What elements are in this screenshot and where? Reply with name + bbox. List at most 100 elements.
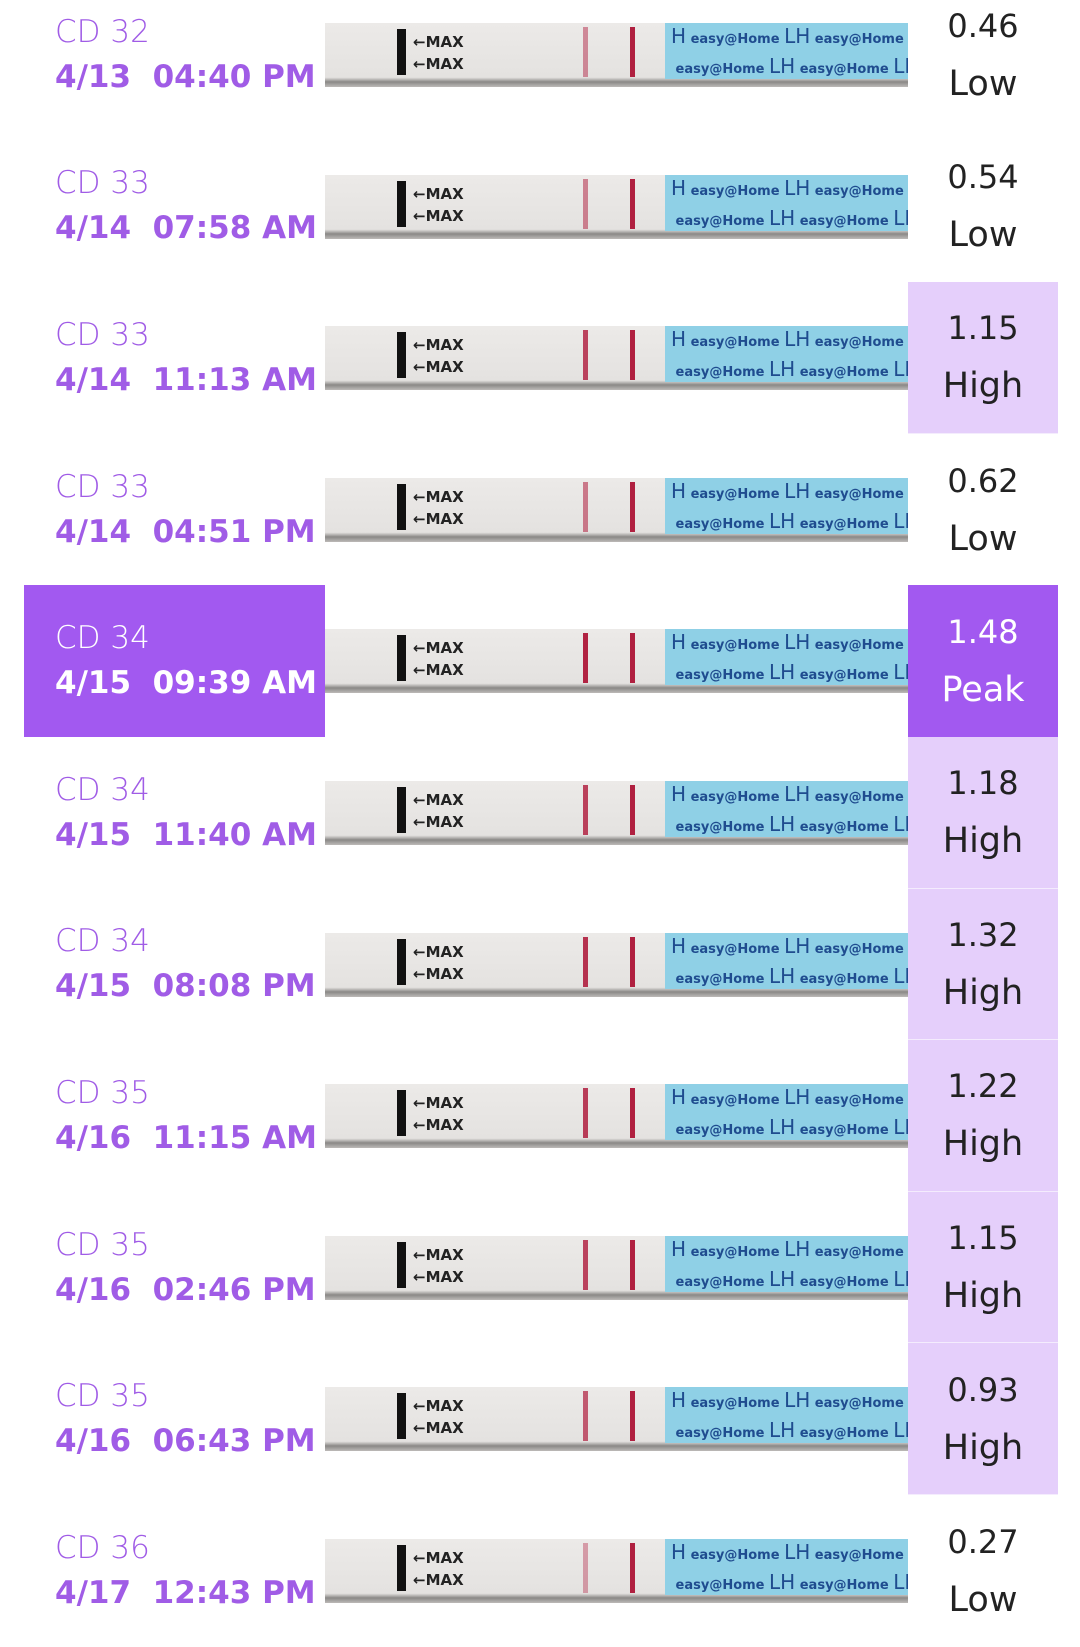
test-line [583,27,588,77]
test-strip-photo[interactable]: ←MAX ←MAX H easy@Home LH easy@Home L eas… [325,932,908,997]
cycle-day: CD 35 [55,1226,150,1263]
max-label: ←MAX [413,55,464,73]
lh-ratio-value: 0.27 [947,1522,1019,1561]
test-strip-photo[interactable]: ←MAX ←MAX H easy@Home LH easy@Home L eas… [325,1538,908,1603]
strip-brand-label: H easy@Home LH easy@Home L easy@Home LH … [665,1387,908,1444]
lh-level: Low [948,518,1018,559]
max-label: ←MAX [413,1116,464,1135]
test-strip-photo[interactable]: ←MAX ←MAX H easy@Home LH easy@Home L eas… [325,780,908,845]
lh-result: 0.62 Low [908,434,1058,586]
max-label: ←MAX [413,1570,464,1589]
entry-info: CD 33 4/14 04:51 PM [24,434,325,586]
cycle-day: CD 32 [55,13,150,50]
lh-ratio-value: 0.46 [947,6,1019,45]
test-entry-row[interactable]: CD 33 4/14 07:58 AM ←MAX ←MAX H easy@Hom… [0,131,1080,283]
lh-ratio-value: 1.15 [947,309,1019,348]
test-entry-row[interactable]: CD 34 4/15 08:08 PM ←MAX ←MAX H easy@Hom… [0,888,1080,1041]
lh-result: 1.22 High [908,1040,1058,1192]
strip-brand-label: H easy@Home LH easy@Home L easy@Home LH … [665,1084,908,1141]
test-strip-photo[interactable]: ←MAX ←MAX H easy@Home LH easy@Home L eas… [325,326,908,391]
max-label: ←MAX [413,1419,464,1438]
strip-brand-label: H easy@Home LH easy@Home L easy@Home LH … [665,932,908,989]
test-datetime: 4/14 11:13 AM [55,361,317,398]
test-entry-row[interactable]: CD 35 4/16 11:15 AM ←MAX ←MAX H easy@Hom… [0,1040,1080,1192]
test-entry-row[interactable]: CD 35 4/16 06:43 PM ←MAX ←MAX H easy@Hom… [0,1343,1080,1495]
test-entry-row[interactable]: CD 33 4/14 11:13 AM ←MAX ←MAX H easy@Hom… [0,282,1080,434]
entry-info: CD 32 4/13 04:40 PM [24,0,325,131]
strip-max-bar [397,635,406,682]
cycle-day: CD 34 [55,620,150,657]
strip-max-bar [397,1241,406,1288]
control-line [630,1542,635,1593]
test-entry-row[interactable]: CD 36 4/17 12:43 PM ←MAX ←MAX H easy@Hom… [0,1495,1080,1647]
control-line [630,1239,635,1290]
entry-info: CD 35 4/16 02:46 PM [24,1192,325,1344]
test-strip-photo[interactable]: ←MAX ←MAX H easy@Home LH easy@Home L eas… [325,174,908,239]
lh-ratio-value: 1.48 [947,613,1019,652]
strip-max-bar [397,1090,406,1137]
lh-ratio-value: 0.54 [947,158,1019,197]
max-label: ←MAX [413,942,464,961]
max-label: ←MAX [413,33,464,51]
max-label: ←MAX [413,661,464,680]
test-strip-photo[interactable]: ←MAX ←MAX H easy@Home LH easy@Home L eas… [325,1387,908,1452]
control-line [630,784,635,835]
entry-info: CD 35 4/16 11:15 AM [24,1040,325,1192]
max-label: ←MAX [413,206,464,225]
test-line [583,330,588,381]
lh-level: High [942,972,1024,1013]
test-strip-photo[interactable]: ←MAX ←MAX H easy@Home LH easy@Home L eas… [325,477,908,542]
strip-max-bar [397,332,406,379]
lh-result: 0.93 High [908,1343,1058,1495]
lh-result: 1.48 Peak [908,585,1058,737]
strip-brand-label: H easy@Home LH easy@Home L easy@Home LH … [665,629,908,686]
strip-brand-label: H easy@Home LH easy@Home L easy@Home LH … [665,174,908,231]
entry-info: CD 33 4/14 07:58 AM [24,131,325,283]
strip-brand-label: H easy@Home LH easy@Home L easy@Home LH … [665,477,908,534]
lh-level: High [942,1124,1024,1165]
cycle-day: CD 36 [55,1529,150,1566]
test-line [583,784,588,835]
test-strip-photo[interactable]: ←MAX ←MAX H easy@Home LH easy@Home L eas… [325,1084,908,1149]
test-line [583,633,588,684]
test-line [583,1542,588,1593]
test-line [583,481,588,532]
test-datetime: 4/14 04:51 PM [55,513,316,550]
lh-result: 0.46 Low [908,0,1058,131]
max-label: ←MAX [413,790,464,809]
lh-ratio-value: 1.18 [947,764,1019,803]
test-entry-row[interactable]: CD 33 4/14 04:51 PM ←MAX ←MAX H easy@Hom… [0,434,1080,586]
entry-info: CD 34 4/15 09:39 AM [24,585,325,737]
test-entry-row[interactable]: CD 35 4/16 02:46 PM ←MAX ←MAX H easy@Hom… [0,1191,1080,1344]
test-strip-photo[interactable]: ←MAX ←MAX H easy@Home LH easy@Home L eas… [325,23,908,87]
test-datetime: 4/14 07:58 AM [55,210,317,247]
test-datetime: 4/15 08:08 PM [55,968,316,1005]
cycle-day: CD 35 [55,1378,150,1415]
test-line [583,178,588,229]
lh-result: 1.18 High [908,736,1058,889]
max-label: ←MAX [413,1267,464,1286]
max-label: ←MAX [413,358,464,377]
lh-level: High [942,821,1024,862]
test-datetime: 4/16 11:15 AM [55,1119,317,1156]
control-line [630,1391,635,1442]
lh-level: Peak [941,670,1025,711]
control-line [630,481,635,532]
strip-brand-label: H easy@Home LH easy@Home L easy@Home LH … [665,326,908,383]
max-label: ←MAX [413,1094,464,1113]
control-line [630,633,635,684]
control-line [630,27,635,77]
test-datetime: 4/15 09:39 AM [55,665,317,702]
lh-level: High [942,366,1024,407]
test-entry-row[interactable]: CD 34 4/15 09:39 AM ←MAX ←MAX H easy@Hom… [0,585,1080,737]
test-entry-row[interactable]: CD 32 4/13 04:40 PM ←MAX ←MAX H easy@Hom… [0,0,1080,131]
max-label: ←MAX [413,336,464,355]
test-strip-photo[interactable]: ←MAX ←MAX H easy@Home LH easy@Home L eas… [325,629,908,694]
lh-result: 1.15 High [908,282,1058,434]
test-strip-photo[interactable]: ←MAX ←MAX H easy@Home LH easy@Home L eas… [325,1235,908,1300]
entry-info: CD 34 4/15 08:08 PM [24,889,325,1041]
max-label: ←MAX [413,639,464,658]
test-datetime: 4/16 02:46 PM [55,1271,316,1308]
test-entry-row[interactable]: CD 34 4/15 11:40 AM ←MAX ←MAX H easy@Hom… [0,736,1080,889]
cycle-day: CD 34 [55,923,150,960]
